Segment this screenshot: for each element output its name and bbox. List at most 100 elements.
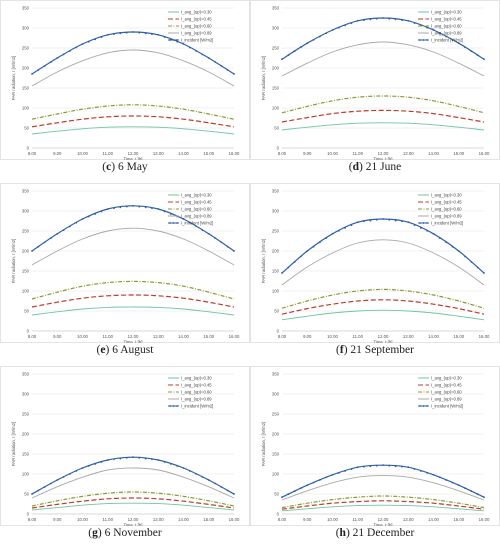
legend-label: I_incident [W/m2] bbox=[431, 37, 463, 42]
legend-marker bbox=[176, 222, 178, 224]
x-tick-label: 13.00 bbox=[153, 334, 164, 339]
series-point bbox=[464, 487, 466, 490]
series-point bbox=[426, 230, 429, 232]
series-point bbox=[281, 496, 283, 499]
caption-letter: e bbox=[100, 344, 106, 356]
y-tick-label: 350 bbox=[22, 372, 30, 377]
series-point bbox=[293, 50, 296, 53]
x-tick-label: 11.00 bbox=[353, 151, 364, 156]
series-line-2 bbox=[31, 491, 235, 507]
x-tick-label: 16.00 bbox=[229, 517, 240, 522]
series-point bbox=[464, 255, 466, 258]
chart-frame bbox=[0, 0, 250, 160]
series-line-3 bbox=[31, 49, 235, 87]
series-line-1 bbox=[31, 115, 235, 128]
series-point bbox=[413, 22, 416, 24]
series-point bbox=[483, 58, 485, 61]
legend-marker bbox=[422, 222, 425, 224]
x-tick-label: 14.00 bbox=[428, 151, 439, 156]
series-point bbox=[413, 468, 416, 470]
series-point bbox=[100, 461, 103, 463]
series-point bbox=[87, 40, 90, 43]
series-point bbox=[157, 33, 160, 36]
x-tick-label: 11.00 bbox=[103, 334, 114, 339]
legend-marker bbox=[419, 405, 421, 407]
legend-label: I_avg_(up)=0.30 bbox=[431, 375, 462, 380]
series-point bbox=[226, 489, 229, 492]
series-point bbox=[476, 493, 479, 496]
series-point bbox=[312, 481, 315, 484]
y-tick-label: 0 bbox=[277, 146, 280, 151]
series-point bbox=[138, 205, 141, 208]
y-tick-label: 50 bbox=[274, 492, 279, 497]
x-tick-label: 12.00 bbox=[378, 151, 389, 156]
y-tick-label: 50 bbox=[274, 309, 279, 314]
series-point bbox=[306, 42, 309, 45]
series-line-0 bbox=[31, 126, 235, 135]
series-point bbox=[50, 61, 52, 63]
series-line-2 bbox=[281, 288, 485, 309]
series-point bbox=[344, 470, 347, 472]
series-line-3 bbox=[281, 239, 485, 286]
caption-date: 6 May bbox=[117, 161, 148, 173]
caption-date: 21 December bbox=[352, 527, 415, 539]
legend-marker bbox=[169, 39, 171, 41]
series-point bbox=[113, 458, 115, 461]
y-tick-label: 350 bbox=[272, 372, 280, 377]
y-tick-label: 0 bbox=[27, 146, 30, 151]
series-point bbox=[312, 245, 315, 248]
series-point bbox=[87, 465, 90, 467]
x-tick-label: 10.00 bbox=[327, 151, 338, 156]
x-tick-label: 14.00 bbox=[428, 517, 439, 522]
series-point bbox=[318, 479, 321, 481]
series-point bbox=[337, 230, 340, 232]
series-point bbox=[125, 457, 128, 459]
x-tick-label: 12.00 bbox=[128, 151, 139, 156]
y-tick-label: 100 bbox=[272, 472, 280, 477]
series-point bbox=[62, 476, 65, 478]
series-point bbox=[233, 73, 235, 75]
series-point bbox=[331, 29, 334, 31]
series-point bbox=[483, 272, 485, 274]
series-point bbox=[438, 476, 441, 479]
x-tick-label: 12.00 bbox=[378, 334, 389, 339]
caption-h: (h) 21 December bbox=[335, 527, 415, 539]
chart-frame bbox=[0, 366, 250, 526]
x-tick-label: 9.00 bbox=[53, 151, 62, 156]
series-point bbox=[457, 484, 460, 487]
caption-letter: d bbox=[352, 161, 360, 173]
legend-label: I_avg_(up)=0.60 bbox=[181, 206, 212, 211]
series-point bbox=[214, 61, 216, 63]
series-point bbox=[363, 465, 365, 468]
series-line-3 bbox=[31, 227, 235, 266]
series-point bbox=[470, 490, 473, 493]
series-point bbox=[214, 482, 216, 485]
y-tick-label: 350 bbox=[272, 189, 280, 194]
x-tick-label: 10.00 bbox=[77, 517, 88, 522]
series-point bbox=[188, 46, 191, 49]
series-point bbox=[457, 250, 460, 252]
caption-letter: g bbox=[92, 527, 98, 539]
series-point bbox=[426, 472, 429, 474]
chart-c: 0 50 100 150 200 250 300 350 8.00 9.00 10.00 11.00 1… bbox=[0, 0, 250, 160]
legend-label: I_incident [W/m2] bbox=[181, 37, 213, 42]
y-axis-label: PAR radiation, I [W/m2] bbox=[11, 422, 16, 467]
legend-label: I_avg_(up)=0.45 bbox=[181, 382, 212, 387]
legend-label: I_avg_(up)=0.30 bbox=[431, 192, 462, 197]
x-tick-label: 15.00 bbox=[203, 151, 214, 156]
series-point bbox=[169, 213, 172, 215]
series-point bbox=[233, 250, 235, 252]
series-line-2 bbox=[281, 95, 485, 114]
y-tick-label: 0 bbox=[27, 329, 30, 334]
series-point bbox=[281, 58, 283, 61]
series-line-3 bbox=[31, 467, 235, 499]
legend-label: I_avg_(up)=0.89 bbox=[181, 213, 212, 218]
legend-marker bbox=[169, 405, 171, 407]
series-point bbox=[293, 490, 296, 493]
legend-label: I_avg_(up)=0.89 bbox=[431, 396, 462, 401]
series-point bbox=[407, 466, 410, 469]
series-line-2 bbox=[31, 280, 235, 300]
series-point bbox=[281, 272, 283, 274]
caption-d: (d) 21 June bbox=[348, 161, 402, 173]
series-point bbox=[407, 19, 410, 22]
